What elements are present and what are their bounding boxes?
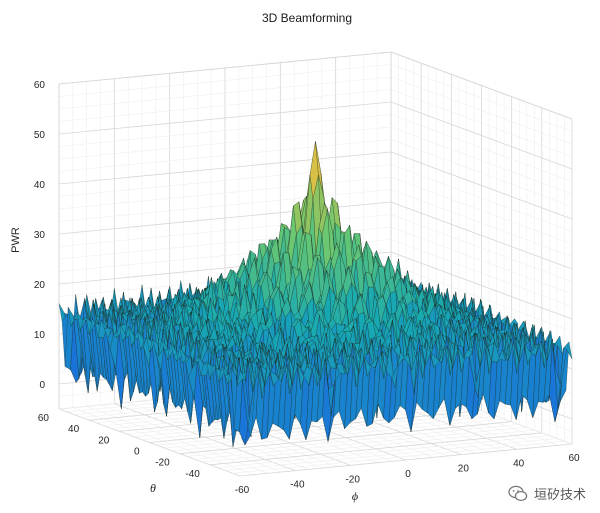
grid-line — [390, 76, 573, 145]
phi-tick-label: -20 — [345, 474, 360, 485]
grid-line — [232, 440, 565, 474]
z-axis-label: PWR — [10, 227, 22, 253]
grid-line — [224, 438, 557, 471]
grid-line — [58, 139, 392, 172]
grid-line — [390, 189, 573, 257]
grid-line — [390, 114, 573, 182]
z-tick-label: 60 — [34, 80, 46, 91]
grid-line — [58, 151, 392, 185]
grid-line — [390, 139, 573, 207]
grid-line — [164, 415, 497, 449]
grid-line — [58, 189, 392, 222]
grid-line — [390, 126, 573, 195]
theta-tick-label: 20 — [98, 435, 110, 446]
grid-line — [58, 101, 392, 135]
grid-line — [209, 432, 542, 466]
theta-axis-label: θ — [150, 481, 156, 495]
phi-tick-label: 20 — [458, 464, 470, 475]
grid-line — [187, 424, 520, 457]
grid-line — [390, 264, 573, 332]
z-tick-label: 30 — [34, 230, 46, 241]
grid-line — [58, 164, 392, 197]
z-tick-label: 10 — [34, 330, 46, 341]
grid-line — [390, 226, 573, 295]
grid-line — [202, 429, 535, 463]
grid-line — [390, 89, 573, 157]
grid-line — [58, 176, 392, 210]
grid-line — [390, 164, 573, 232]
phi-tick-label: 60 — [568, 453, 580, 464]
phi-tick-label: 40 — [513, 458, 525, 469]
surface-mesh — [58, 141, 573, 447]
grid-line — [390, 201, 573, 270]
grid-line — [58, 114, 392, 147]
chart-title: 3D Beamforming — [262, 11, 352, 25]
z-tick-label: 0 — [39, 380, 45, 391]
grid-line — [58, 64, 392, 97]
grid-line — [390, 239, 573, 307]
surface-facet — [563, 341, 573, 360]
theta-tick-label: 0 — [134, 447, 140, 458]
grid-line — [58, 76, 392, 110]
grid-line — [179, 421, 512, 455]
grid-line — [149, 410, 482, 443]
z-tick-label: 40 — [34, 180, 46, 191]
grid-line — [390, 214, 573, 282]
phi-tick-label: 0 — [405, 469, 411, 480]
theta-tick-label: 60 — [38, 413, 50, 424]
grid-line — [58, 51, 392, 85]
watermark: 垣矽技术 — [508, 484, 586, 503]
phi-axis-label: ϕ — [352, 489, 358, 503]
phi-tick-label: -60 — [235, 485, 250, 496]
z-tick-label: 50 — [34, 130, 46, 141]
grid-line — [239, 443, 573, 477]
grid-line — [217, 435, 550, 468]
grid-line — [390, 251, 573, 320]
grid-line — [390, 51, 573, 120]
phi-tick-label: -40 — [290, 480, 305, 491]
grid-line — [172, 418, 505, 452]
grid-line — [390, 151, 573, 220]
grid-line — [194, 426, 527, 460]
theta-tick-label: -20 — [155, 458, 170, 469]
watermark-text: 垣矽技术 — [533, 488, 586, 503]
grid-line — [58, 89, 392, 122]
grid-line — [390, 64, 573, 132]
grid-line — [390, 101, 573, 170]
theta-tick-label: -40 — [185, 469, 200, 480]
theta-tick-label: 40 — [68, 424, 80, 435]
grid-line — [58, 126, 392, 160]
tick-labels: 0 10 20 30 40 50 60 -60 -40 -20 0 20 40 60 -40 -20 0 20 40… — [34, 80, 580, 496]
z-tick-label: 20 — [34, 280, 46, 291]
grid-line — [390, 176, 573, 245]
grid-line — [157, 412, 490, 446]
wechat-icon — [508, 485, 528, 501]
